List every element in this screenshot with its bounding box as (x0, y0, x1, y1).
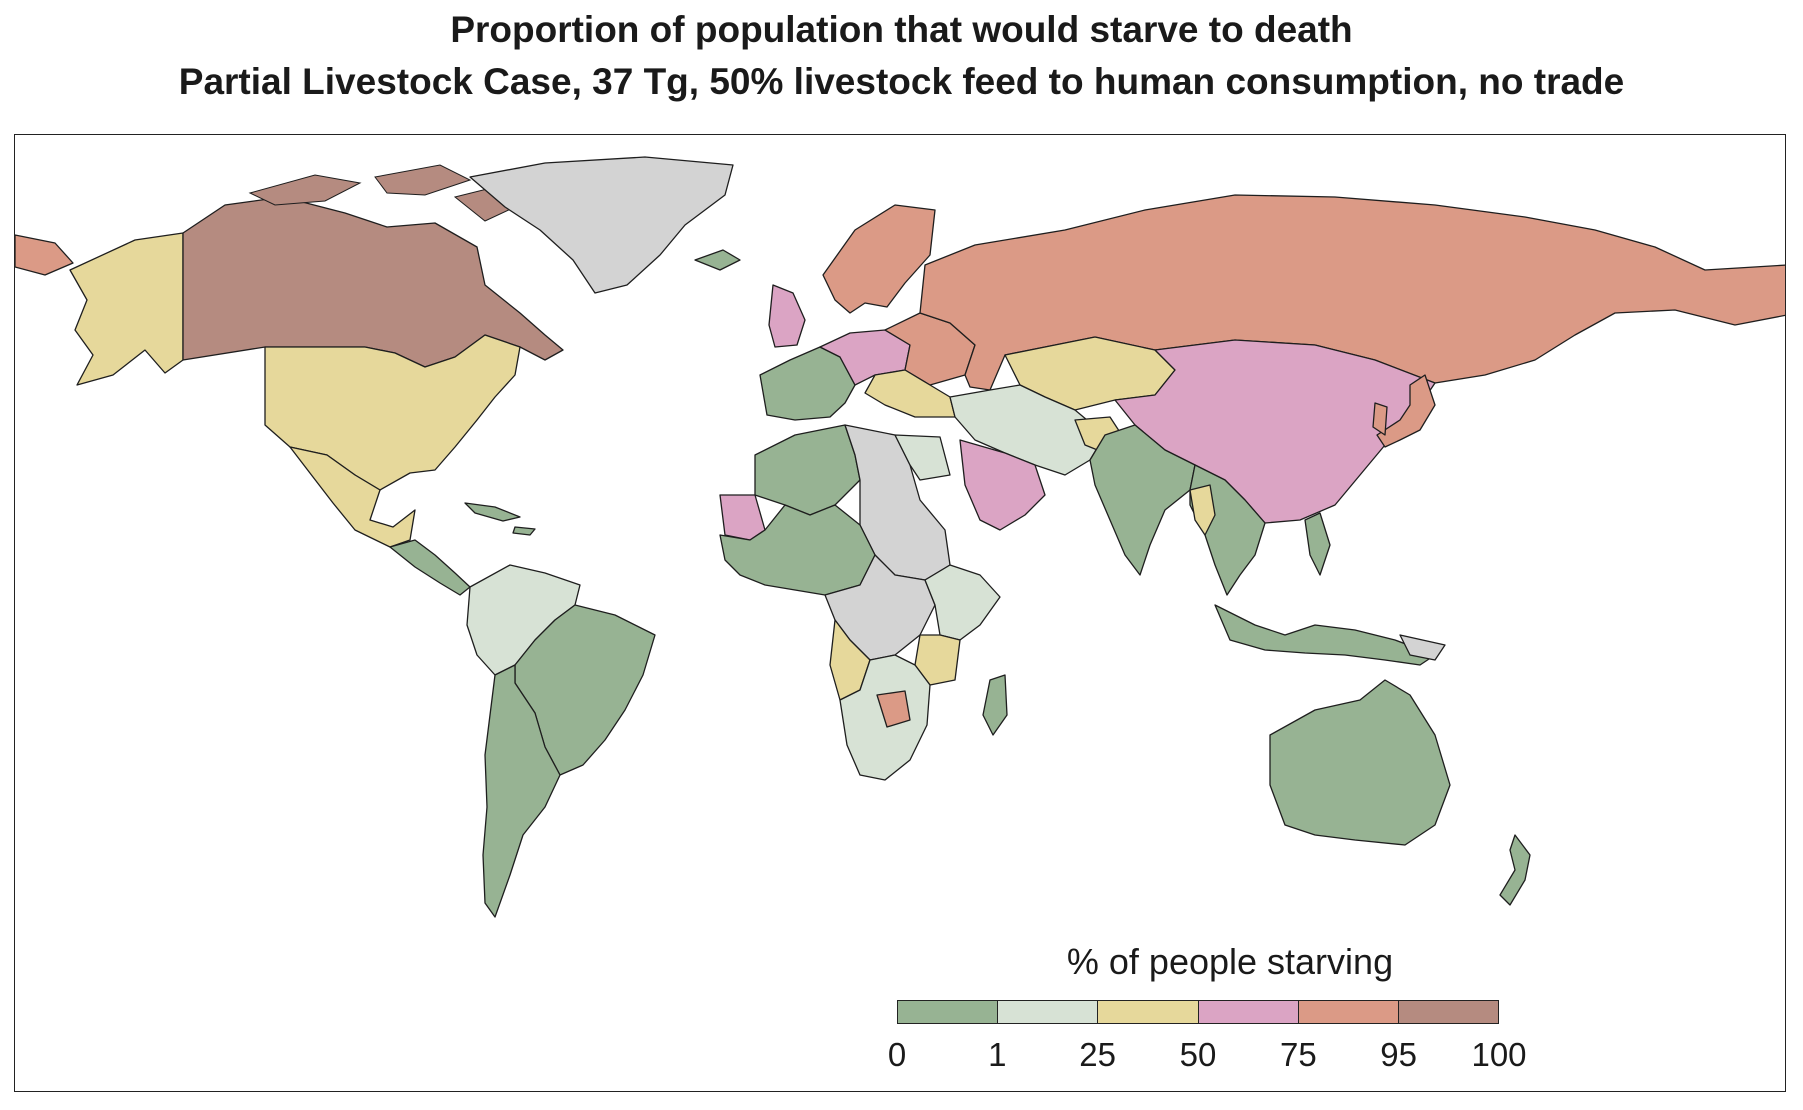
legend-swatch-4 (1298, 1001, 1399, 1023)
legend-tick-label: 95 (1380, 1036, 1418, 1073)
region-iceland[interactable] (694, 249, 741, 271)
region-india[interactable] (1089, 424, 1196, 576)
region-greenland[interactable] (469, 156, 734, 294)
legend-swatch-5 (1398, 1001, 1499, 1023)
region-southern-south-america[interactable] (482, 664, 561, 918)
chart-title: Proportion of population that would star… (450, 9, 1353, 50)
legend-swatch-3 (1198, 1001, 1299, 1023)
region-japan[interactable] (1376, 374, 1436, 448)
region-botswana[interactable] (876, 690, 911, 728)
region-western-europe[interactable] (759, 346, 856, 421)
world-map-svg (15, 156, 1786, 918)
region-myanmar[interactable] (1189, 484, 1216, 536)
world-map (14, 134, 1786, 1092)
legend-swatch-2 (1098, 1001, 1199, 1023)
region-russia[interactable] (919, 194, 1786, 391)
legend-tick-label: 100 (1471, 1036, 1527, 1073)
region-egypt[interactable] (894, 434, 951, 481)
region-central-america[interactable] (389, 539, 471, 596)
region-alaska[interactable] (69, 232, 184, 386)
region-china[interactable] (1114, 339, 1436, 524)
region-mexico[interactable] (289, 446, 416, 548)
legend-swatch-1 (998, 1001, 1099, 1023)
region-new-zealand[interactable] (1499, 834, 1531, 906)
region-north-africa[interactable] (754, 424, 861, 516)
legend-title: % of people starving (1066, 941, 1394, 982)
legend-tick-label: 75 (1279, 1036, 1317, 1073)
legend-colorbar (897, 1000, 1499, 1024)
region-united-kingdom[interactable] (768, 284, 806, 348)
region-united-states[interactable] (264, 334, 521, 491)
region-australia[interactable] (1269, 679, 1451, 846)
region-philippines[interactable] (1304, 512, 1331, 576)
legend-swatch-0 (898, 1001, 999, 1023)
region-madagascar[interactable] (982, 674, 1008, 736)
chart-subtitle: Partial Livestock Case, 37 Tg, 50% lives… (178, 61, 1625, 102)
region-mauritania[interactable] (719, 494, 766, 541)
legend-tick-label: 25 (1079, 1036, 1117, 1073)
legend-tick-label: 0 (887, 1036, 907, 1073)
region-korea[interactable] (1372, 402, 1388, 436)
region-caribbean[interactable] (464, 502, 536, 536)
legend-tick-label: 50 (1179, 1036, 1217, 1073)
legend-tick-label: 1 (988, 1036, 1007, 1073)
region-chukotka[interactable] (15, 234, 74, 276)
region-indonesia[interactable] (1214, 604, 1436, 666)
region-papua-new-guinea[interactable] (1399, 634, 1446, 661)
region-canada[interactable] (182, 196, 564, 368)
region-scandinavia[interactable] (822, 204, 936, 314)
region-east-africa[interactable] (924, 564, 1001, 641)
region-arabian-peninsula[interactable] (959, 439, 1046, 531)
